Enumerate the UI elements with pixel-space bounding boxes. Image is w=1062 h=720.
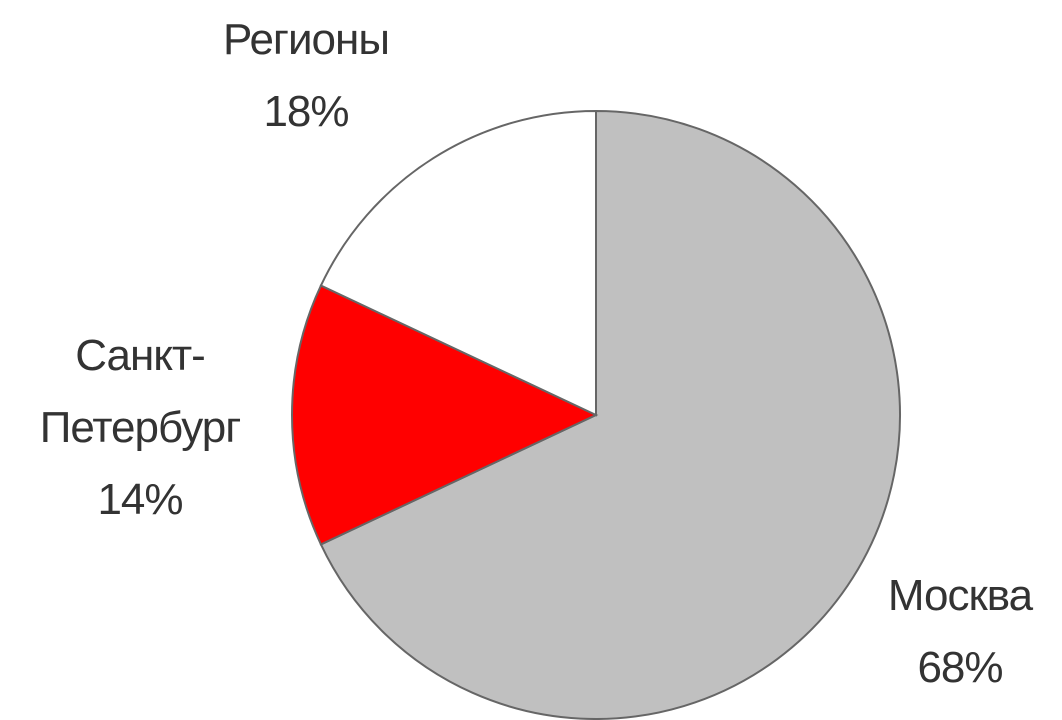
pie-slice — [319, 109, 597, 417]
category-label: Регионы — [223, 15, 390, 64]
value-label: 14% — [97, 475, 183, 524]
pie-slice — [319, 109, 901, 720]
value-label: 68% — [917, 643, 1003, 692]
slice-label: Регионы 18% — [176, 4, 436, 148]
category-label: Москва — [887, 571, 1033, 620]
category-label: Санкт-Петербург — [39, 331, 242, 452]
slice-label: Санкт-Петербург 14% — [10, 320, 270, 536]
slice-label: Москва 68% — [850, 560, 1062, 704]
pie-slice — [291, 284, 599, 546]
value-label: 18% — [263, 87, 349, 136]
